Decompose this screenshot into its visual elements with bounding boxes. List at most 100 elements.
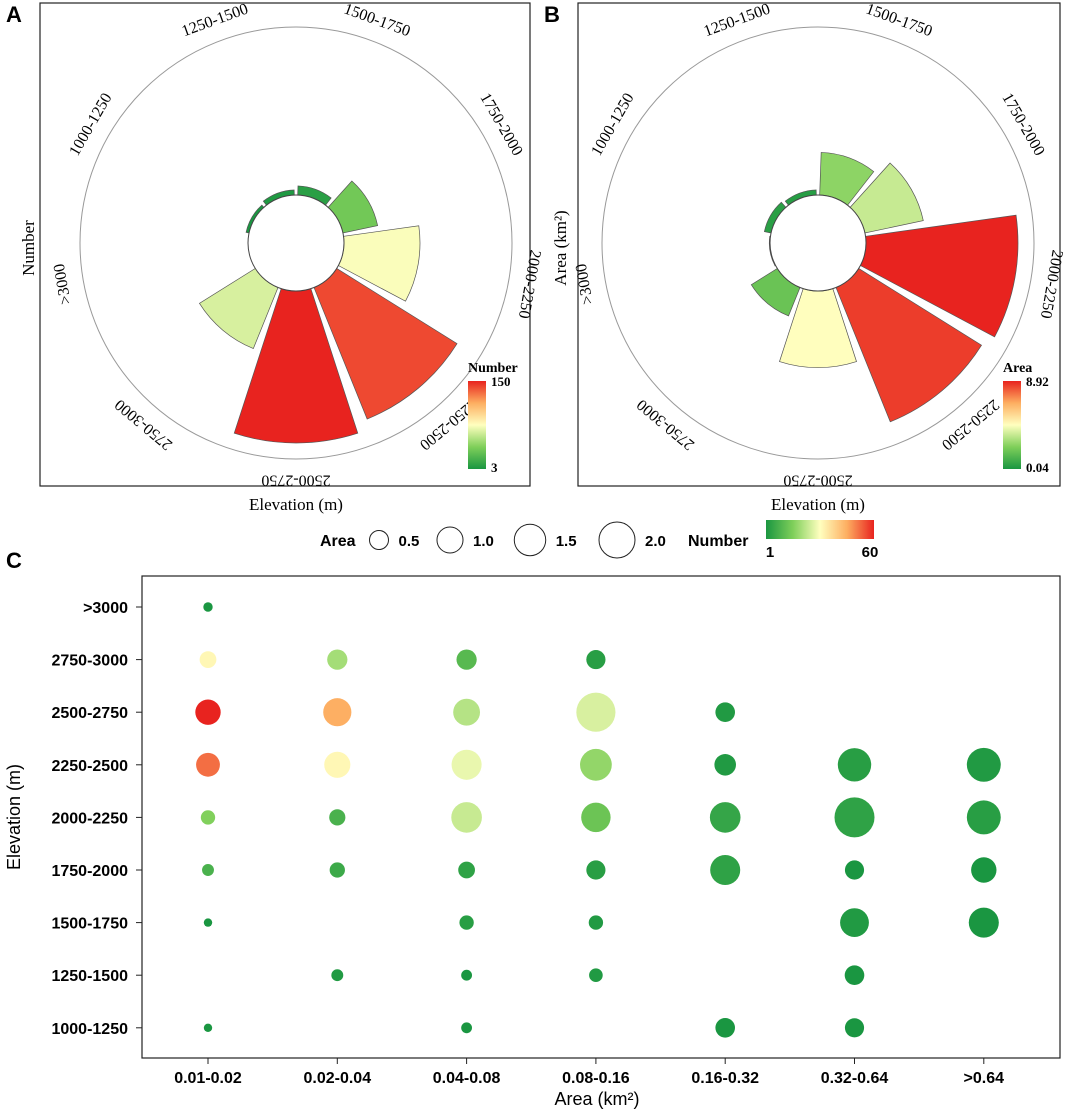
x-tick-label: 0.32-0.64 [821,1070,889,1087]
bubble-point [331,969,344,982]
colorbar [1003,381,1021,469]
bubble-point [586,650,606,670]
y-tick-label: >3000 [83,600,128,617]
bubble-point [966,800,1001,835]
outer-ring [79,26,513,460]
x-tick-label: 0.01-0.02 [174,1070,242,1087]
bubble-point [581,802,611,833]
size-legend-circle [598,521,636,559]
bubble-point [966,747,1001,782]
polar-category-label: >3000 [573,262,597,305]
polar-category-label: >3000 [51,262,75,305]
bubble-point [451,802,482,833]
bubble-point [329,809,346,826]
bubble-point [459,915,474,930]
size-legend-circle [369,530,389,550]
colorbar-min-label: 3 [491,460,498,475]
size-legend-title: Area [320,533,356,550]
bubble-point [324,751,351,778]
bubble-point [456,649,477,670]
polar-category-label: 2750-3000 [112,396,176,454]
polar-category-label: 2750-3000 [634,396,698,454]
y-tick-label: 2250-2500 [51,758,128,775]
bubble-point [844,1018,865,1038]
size-legend-items: 0.5 1.0 1.5 2.0 [369,521,666,559]
bubble-legend: Area 0.5 1.0 1.5 2.0 Number 1 60 [320,520,878,561]
inner-hole [247,194,345,292]
bubble-point [714,754,736,776]
bubble-point [203,1023,213,1033]
bubble-point [710,854,741,886]
polar-category-label: 2500-2750 [261,471,330,488]
colorbar-max-label: 8.92 [1026,374,1049,389]
colorbar-title: Area [1003,361,1032,376]
bubble-point [588,915,604,930]
outer-ring [601,26,1035,460]
bubble-point [329,862,345,878]
bubble-point [199,651,217,668]
bubble-point [453,698,481,726]
y-tick-label: 1250-1500 [51,968,128,985]
size-legend-circle [513,523,547,557]
bubble-point [844,965,865,985]
panel-c-xlabel: Area (km²) [555,1089,640,1109]
color-legend-bar [766,520,874,539]
polar-category-label: 2250-2500 [938,396,1002,454]
bubble-point [203,602,213,612]
y-tick-label: 1500-1750 [51,916,128,933]
y-tick-label: 2500-2750 [51,705,128,722]
bubble-point [589,968,603,983]
polar-category-label: 2500-2750 [783,471,852,488]
bubble-point [200,810,216,825]
bubble-point [195,699,221,725]
size-legend-label: 1.0 [473,533,494,550]
y-tick-label: 2000-2250 [51,810,128,827]
panel-b-ylabel: Area (km²) [551,210,570,285]
bubble-point [971,857,997,883]
polar-category-label: 2000-2250 [515,249,544,320]
bubble-point [837,748,872,782]
size-legend-circle [436,526,464,554]
colorbar-title: Number [468,361,518,376]
y-tick-label: 1000-1250 [51,1021,128,1038]
colorbar-min-label: 0.04 [1026,460,1049,475]
panel-label-a: A [6,2,22,27]
bubble-point [715,1018,735,1038]
color-legend-title: Number [688,533,748,550]
bubble-point [586,860,606,880]
bubble-point [968,907,999,938]
bubble-point [840,908,869,938]
panel-a-ylabel: Number [19,220,38,276]
polar-category-label: 1000-1250 [66,90,115,159]
bubble-point [451,749,482,780]
bubble-point [196,752,220,777]
bubble-point [203,918,213,927]
bubble-point [458,861,475,879]
color-legend-max: 60 [862,544,879,561]
bubble-point [709,802,741,833]
x-tick-label: >0.64 [964,1070,1005,1087]
colorbar-max-label: 150 [491,374,511,389]
bubble-point [327,649,348,670]
panel-b-frame [577,2,1061,487]
bubble-point [715,702,735,722]
panel-label-b: B [544,2,560,27]
panel-b-xlabel: Elevation (m) [771,495,865,514]
inner-hole [769,194,867,292]
bubble-chart: 0.01-0.02 0.02-0.04 0.04-0.08 0.08-0.16 0.16… [51,600,1004,1087]
panel-label-c: C [6,548,22,573]
polar-category-label: 1000-1250 [588,90,637,159]
size-legend-label: 1.5 [556,533,577,550]
panel-c: 0.01-0.02 0.02-0.04 0.04-0.08 0.08-0.16 0.16… [4,575,1061,1109]
bubble-point [580,748,612,781]
bubble-point [461,969,473,981]
bubble-point [461,1022,473,1034]
x-tick-label: 0.02-0.04 [303,1070,371,1087]
colorbar [468,381,486,469]
x-tick-label: 0.16-0.32 [691,1070,759,1087]
